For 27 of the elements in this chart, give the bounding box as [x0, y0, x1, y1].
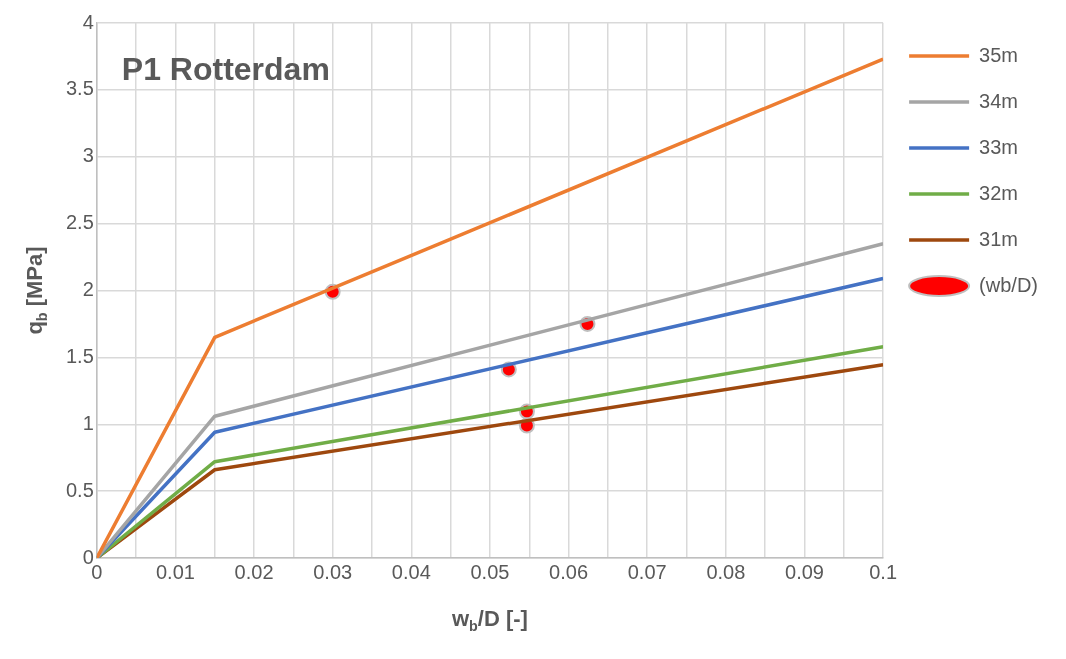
- x-tick-label: 0.06: [549, 560, 589, 583]
- y-tick-label: 1: [82, 411, 94, 434]
- text: P1 Rotterdam: [121, 50, 330, 87]
- x-tick-label: 0.05: [470, 560, 510, 583]
- y-tick-label: 1.5: [65, 344, 94, 367]
- legend-label: 31m: [979, 227, 1019, 250]
- legend-label: 34m: [979, 89, 1019, 112]
- y-tick-label: 3.5: [65, 77, 94, 100]
- y-tick-label: 2: [82, 278, 94, 301]
- x-tick-label: 0.01: [155, 560, 195, 583]
- y-tick-label: 2.5: [65, 211, 94, 234]
- y-tick-label: 0: [82, 545, 94, 568]
- x-tick-label: 0.03: [313, 560, 353, 583]
- legend-label: 33m: [979, 135, 1019, 158]
- legend-label: (wb/D): [979, 273, 1038, 296]
- y-tick-label: 0.5: [65, 478, 94, 501]
- x-tick-label: 0.09: [785, 560, 824, 583]
- legend-label: 35m: [979, 43, 1019, 66]
- x-tick-label: 0.07: [627, 560, 667, 583]
- x-tick-label: 0.08: [706, 560, 746, 583]
- x-tick-label: 0.04: [391, 560, 431, 583]
- y-tick-label: 3: [82, 144, 94, 167]
- legend-label: 32m: [979, 181, 1019, 204]
- y-tick-label: 4: [82, 10, 94, 33]
- x-tick-label: 0.02: [234, 560, 274, 583]
- y-axis-title: qb [MPa]: [22, 246, 50, 335]
- x-tick-label: 0.1: [869, 560, 898, 583]
